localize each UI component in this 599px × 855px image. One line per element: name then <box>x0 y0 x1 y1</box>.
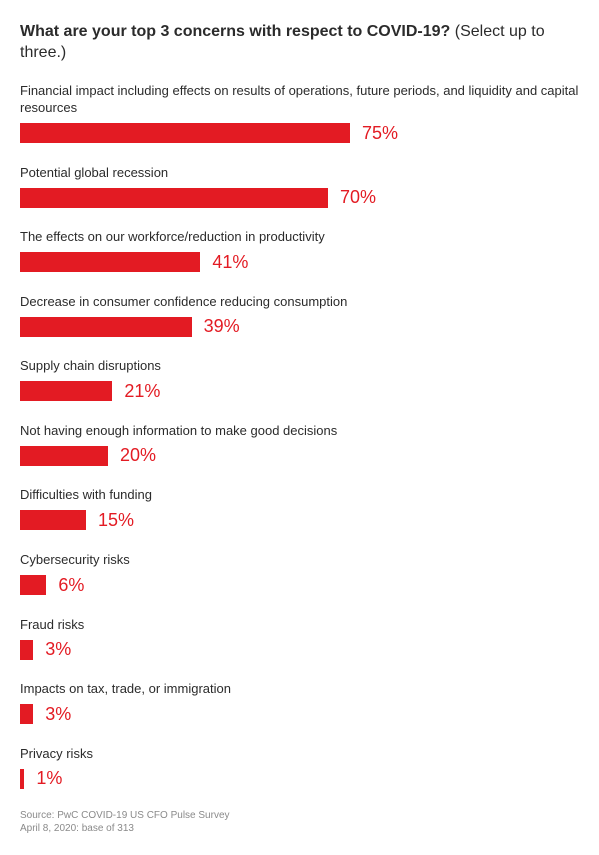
bar-rect <box>20 704 33 724</box>
bar-rect <box>20 252 200 272</box>
bar-rect <box>20 317 192 337</box>
bar-rect <box>20 575 46 595</box>
bar-line: 75% <box>20 123 579 144</box>
bar-list: Financial impact including effects on re… <box>20 82 579 790</box>
bar-row: Decrease in consumer confidence reducing… <box>20 293 579 338</box>
bar-row: Cybersecurity risks 6% <box>20 551 579 596</box>
bar-value: 75% <box>362 123 398 144</box>
bar-value: 6% <box>58 575 84 596</box>
bar-row: Financial impact including effects on re… <box>20 82 579 144</box>
bar-row: Impacts on tax, trade, or immigration 3% <box>20 680 579 725</box>
bar-value: 39% <box>204 316 240 337</box>
bar-row: Privacy risks 1% <box>20 745 579 790</box>
bar-line: 1% <box>20 768 579 789</box>
bar-row: The effects on our workforce/reduction i… <box>20 228 579 273</box>
bar-label: Financial impact including effects on re… <box>20 82 579 117</box>
bar-line: 3% <box>20 639 579 660</box>
bar-rect <box>20 381 112 401</box>
bar-label: Supply chain disruptions <box>20 357 579 375</box>
bar-label: Cybersecurity risks <box>20 551 579 569</box>
bar-rect <box>20 188 328 208</box>
bar-rect <box>20 640 33 660</box>
bar-label: Potential global recession <box>20 164 579 182</box>
bar-value: 21% <box>124 381 160 402</box>
source-line-1: Source: PwC COVID-19 US CFO Pulse Survey <box>20 809 579 822</box>
bar-row: Not having enough information to make go… <box>20 422 579 467</box>
bar-line: 20% <box>20 445 579 466</box>
bar-value: 20% <box>120 445 156 466</box>
bar-label: The effects on our workforce/reduction i… <box>20 228 579 246</box>
bar-value: 15% <box>98 510 134 531</box>
bar-line: 41% <box>20 252 579 273</box>
bar-label: Privacy risks <box>20 745 579 763</box>
bar-line: 3% <box>20 704 579 725</box>
source-line-2: April 8, 2020: base of 313 <box>20 822 579 835</box>
bar-value: 3% <box>45 704 71 725</box>
bar-value: 41% <box>212 252 248 273</box>
bar-line: 15% <box>20 510 579 531</box>
chart-container: What are your top 3 concerns with respec… <box>0 0 599 855</box>
bar-row: Potential global recession 70% <box>20 164 579 209</box>
bar-label: Fraud risks <box>20 616 579 634</box>
bar-rect <box>20 123 350 143</box>
bar-rect <box>20 769 24 789</box>
bar-row: Fraud risks 3% <box>20 616 579 661</box>
bar-line: 70% <box>20 187 579 208</box>
bar-line: 21% <box>20 381 579 402</box>
bar-row: Difficulties with funding 15% <box>20 486 579 531</box>
bar-row: Supply chain disruptions 21% <box>20 357 579 402</box>
bar-value: 1% <box>36 768 62 789</box>
bar-label: Not having enough information to make go… <box>20 422 579 440</box>
bar-line: 6% <box>20 575 579 596</box>
bar-line: 39% <box>20 316 579 337</box>
bar-rect <box>20 446 108 466</box>
bar-label: Decrease in consumer confidence reducing… <box>20 293 579 311</box>
bar-value: 70% <box>340 187 376 208</box>
bar-label: Difficulties with funding <box>20 486 579 504</box>
bar-rect <box>20 510 86 530</box>
chart-title-bold: What are your top 3 concerns with respec… <box>20 23 450 40</box>
bar-label: Impacts on tax, trade, or immigration <box>20 680 579 698</box>
bar-value: 3% <box>45 639 71 660</box>
chart-title: What are your top 3 concerns with respec… <box>20 22 579 64</box>
source-note: Source: PwC COVID-19 US CFO Pulse Survey… <box>20 809 579 835</box>
